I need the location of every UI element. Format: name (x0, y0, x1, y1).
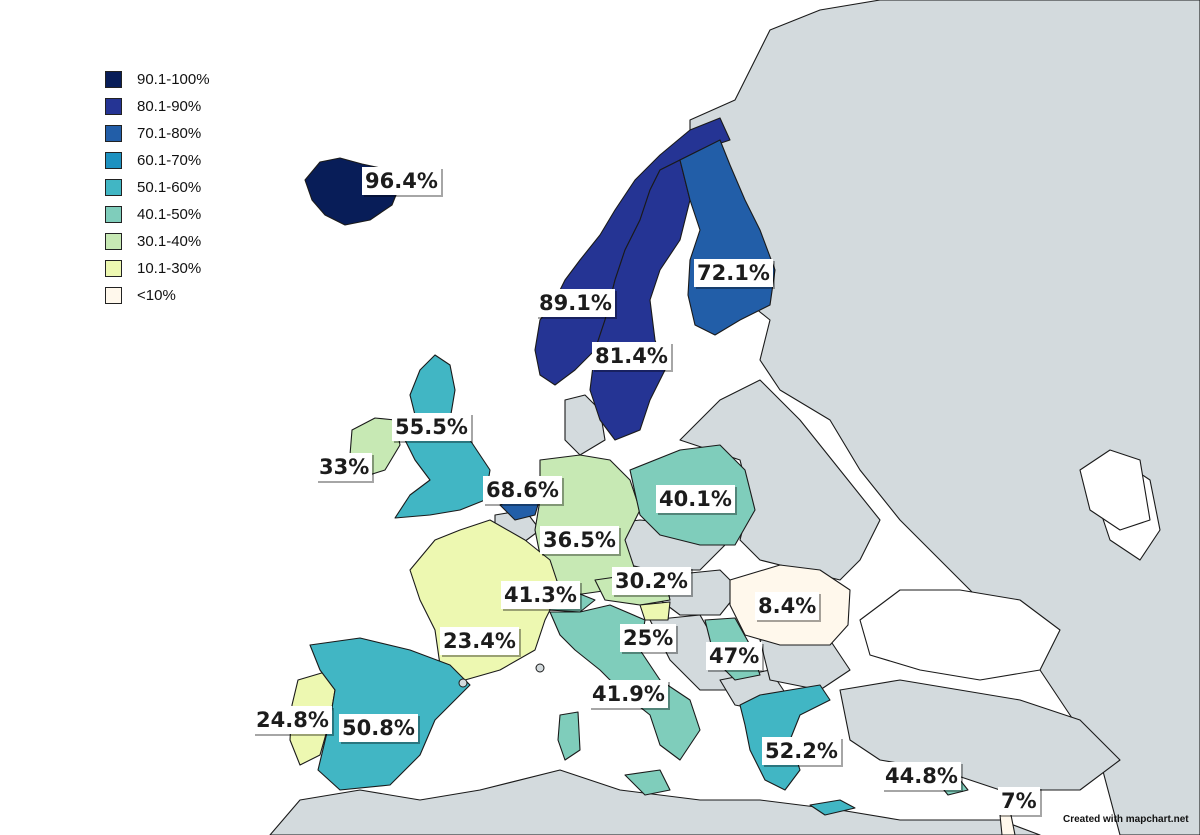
legend-swatch (105, 206, 122, 223)
land-north-africa (269, 769, 1041, 835)
label-austria: 30.2% (612, 567, 691, 595)
legend: 90.1-100% 80.1-90% 70.1-80% 60.1-70% 50.1-60… (105, 66, 210, 309)
legend-item: 70.1-80% (105, 120, 210, 147)
legend-label: 80.1-90% (137, 98, 202, 115)
label-uk: 55.5% (392, 413, 471, 441)
legend-item: <10% (105, 282, 210, 309)
label-italy: 41.9% (589, 680, 668, 708)
legend-item: 40.1-50% (105, 201, 210, 228)
country-slovenia (639, 601, 671, 621)
country-sicily (624, 769, 671, 796)
country-sweden (589, 159, 691, 441)
legend-item: 10.1-30% (105, 255, 210, 282)
legend-swatch (105, 287, 122, 304)
legend-label: 40.1-50% (137, 206, 202, 223)
legend-swatch (105, 152, 122, 169)
credit-text: Created with mapchart.net (1063, 814, 1189, 825)
label-poland: 40.1% (656, 485, 735, 513)
land-black-sea (859, 589, 1061, 681)
label-switzerland: 41.3% (501, 581, 580, 609)
label-finland: 72.1% (694, 259, 773, 287)
legend-item: 30.1-40% (105, 228, 210, 255)
legend-swatch (105, 71, 122, 88)
legend-label: 90.1-100% (137, 71, 210, 88)
label-iceland: 96.4% (362, 167, 441, 195)
legend-item: 60.1-70% (105, 147, 210, 174)
legend-swatch (105, 98, 122, 115)
label-sweden: 81.4% (592, 342, 671, 370)
country-crete (809, 799, 856, 816)
legend-item: 50.1-60% (105, 174, 210, 201)
legend-label: 60.1-70% (137, 152, 202, 169)
land-ukraine-area (1079, 449, 1151, 531)
label-norway: 89.1% (536, 289, 615, 317)
island-marker-mallorca (458, 678, 468, 688)
label-israel: 7% (998, 787, 1040, 815)
label-france: 23.4% (440, 627, 519, 655)
label-romania: 8.4% (755, 592, 820, 620)
land-denmark (564, 394, 606, 456)
legend-item: 90.1-100% (105, 66, 210, 93)
legend-label: 50.1-60% (137, 179, 202, 196)
legend-swatch (105, 260, 122, 277)
label-cyprus: 44.8% (882, 762, 961, 790)
legend-swatch (105, 179, 122, 196)
label-portugal: 24.8% (253, 706, 332, 734)
legend-swatch (105, 125, 122, 142)
legend-swatch (105, 233, 122, 250)
label-slovenia: 25% (620, 624, 677, 652)
legend-label: 30.1-40% (137, 233, 202, 250)
legend-label: <10% (137, 287, 176, 304)
legend-item: 80.1-90% (105, 93, 210, 120)
legend-label: 70.1-80% (137, 125, 202, 142)
label-germany: 36.5% (540, 526, 619, 554)
island-marker-corsica (535, 663, 545, 673)
country-sardinia (557, 711, 581, 761)
label-netherlands: 68.6% (483, 476, 562, 504)
label-greece: 52.2% (762, 737, 841, 765)
label-spain: 50.8% (339, 714, 418, 742)
label-serbia: 47% (706, 642, 763, 670)
label-ireland: 33% (316, 453, 373, 481)
legend-label: 10.1-30% (137, 260, 202, 277)
